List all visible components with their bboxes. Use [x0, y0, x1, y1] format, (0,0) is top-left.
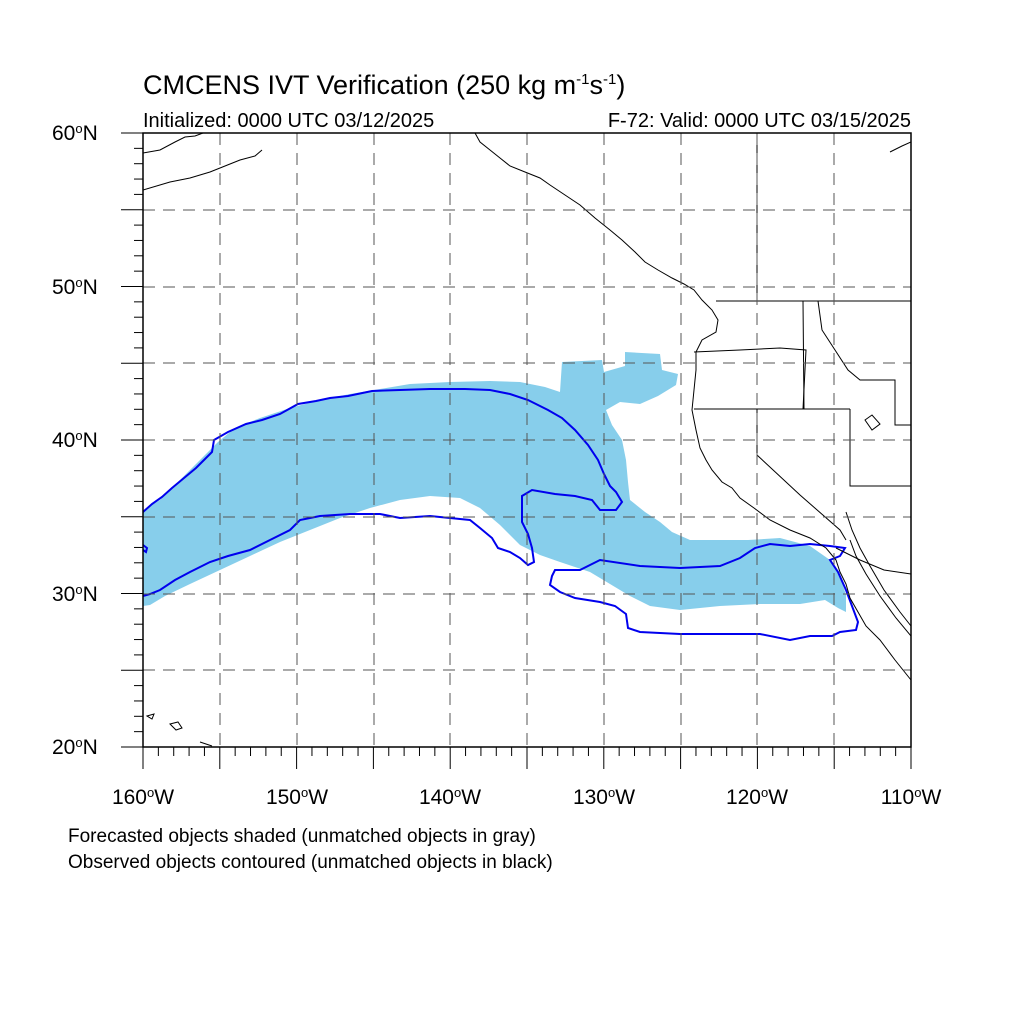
forecast-note: Forecasted objects shaded (unmatched obj… [68, 826, 536, 847]
forecast-objects [143, 352, 846, 612]
axis-ticks [121, 132, 912, 769]
lat-label-40: 40oN [52, 428, 98, 452]
lat-label-30: 30oN [52, 582, 98, 606]
coastlines [143, 133, 911, 747]
coastline-mainland-mexico [845, 511, 911, 627]
observed-contours [143, 388, 860, 642]
observed-contour-island [143, 544, 149, 554]
observed-note: Observed objects contoured (unmatched ob… [68, 852, 553, 873]
border-idaho [802, 300, 911, 426]
observed-contour-main [143, 388, 624, 597]
border-us-mexico [835, 547, 911, 575]
lat-label-50: 50oN [52, 275, 98, 299]
gridlines [143, 133, 911, 747]
border-nevada-arizona [849, 409, 911, 487]
border-washington-oregon [693, 347, 807, 410]
coastline-baja-east [849, 539, 911, 637]
lon-label-120: 120oW [725, 785, 789, 809]
political-boundaries [693, 133, 911, 575]
great-salt-lake [864, 414, 881, 431]
lon-label-110: 110oW [880, 785, 942, 809]
coastline-northeast-corner [889, 141, 911, 153]
lon-label-140: 140oW [418, 785, 482, 809]
valid-time: F-72: Valid: 0000 UTC 03/15/2025 [607, 110, 911, 132]
initialized-time: Initialized: 0000 UTC 03/12/2025 [143, 110, 435, 132]
lat-label-60: 60oN [52, 121, 98, 145]
lon-label-130: 130oW [572, 785, 636, 809]
lon-label-160: 160oW [111, 785, 175, 809]
map-title: CMCENS IVT Verification (250 kg m-1s-1) [143, 70, 626, 100]
lon-label-150: 150oW [265, 785, 329, 809]
observed-contour-southern [548, 542, 860, 642]
plot-frame [142, 132, 912, 748]
coastline-alaska-west [143, 149, 263, 191]
coastline-hawaii [145, 713, 213, 747]
forecast-object-main [143, 352, 846, 612]
lat-label-20: 20oN [52, 735, 98, 759]
